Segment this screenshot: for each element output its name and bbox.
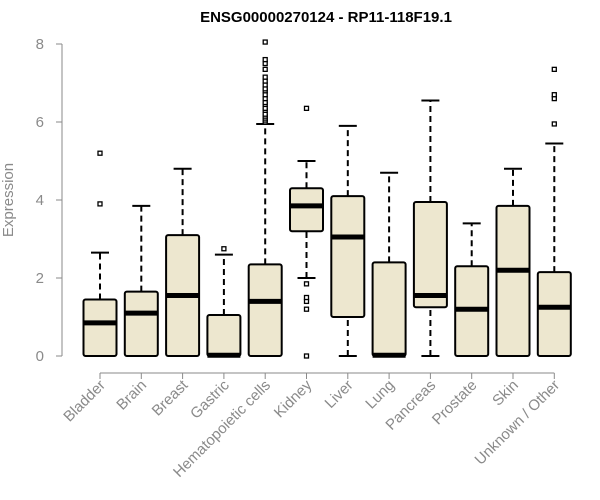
outlier-point xyxy=(303,306,310,312)
iqr-box xyxy=(495,204,531,357)
iqr-box xyxy=(371,261,407,357)
y-axis-ticks: 0 2 4 6 8 xyxy=(36,36,62,365)
iqr-box xyxy=(330,195,366,319)
box-bladder xyxy=(82,150,118,358)
box-gastric xyxy=(206,246,242,358)
y-axis-label: Expression xyxy=(0,163,17,237)
box-brain xyxy=(123,204,159,357)
box-hematopoietic-cells xyxy=(247,39,283,358)
chart-title: ENSG00000270124 - RP11-118F19.1 xyxy=(200,9,452,26)
iqr-box xyxy=(206,314,242,357)
box-pancreas xyxy=(412,99,448,357)
y-tick-label: 2 xyxy=(36,270,44,287)
iqr-box xyxy=(123,290,159,357)
box-prostate xyxy=(454,222,490,357)
plot-area xyxy=(82,39,572,359)
x-tick-label: Skin xyxy=(489,377,522,410)
iqr-box xyxy=(536,271,572,357)
box-liver xyxy=(330,124,366,357)
x-tick-label: Bladder xyxy=(60,377,109,426)
outlier-point xyxy=(262,66,268,72)
iqr-box xyxy=(247,263,283,358)
box-skin xyxy=(495,167,531,357)
outlier-point xyxy=(551,66,557,72)
outlier-point xyxy=(303,105,310,111)
iqr-box xyxy=(82,298,118,358)
outlier-point xyxy=(97,150,103,156)
outlier-point xyxy=(97,201,103,207)
outlier-point xyxy=(262,39,268,45)
x-tick-label: Liver xyxy=(322,377,357,412)
iqr-box xyxy=(289,187,324,233)
x-tick-label: Kidney xyxy=(271,376,316,421)
y-tick-label: 6 xyxy=(36,114,44,131)
y-tick-label: 4 xyxy=(36,192,44,209)
outlier-point xyxy=(221,246,227,252)
x-tick-label: Brain xyxy=(113,377,150,414)
iqr-box xyxy=(412,200,448,309)
outlier-point xyxy=(551,92,557,98)
y-tick-label: 8 xyxy=(36,36,44,53)
outlier-point xyxy=(303,281,310,287)
x-tick-label: Breast xyxy=(149,376,192,419)
box-lung xyxy=(371,171,407,358)
x-tick-label: Lung xyxy=(362,377,398,413)
outlier-point xyxy=(262,74,268,80)
y-tick-label: 0 xyxy=(36,348,44,365)
outlier-point xyxy=(551,121,557,127)
x-tick-label: Prostate xyxy=(429,377,481,429)
outlier-point xyxy=(262,56,268,63)
outlier-point xyxy=(303,294,310,301)
outlier-point xyxy=(303,353,310,359)
box-kidney xyxy=(289,105,324,359)
box-unknown-other xyxy=(536,66,572,357)
box-breast xyxy=(165,167,201,358)
